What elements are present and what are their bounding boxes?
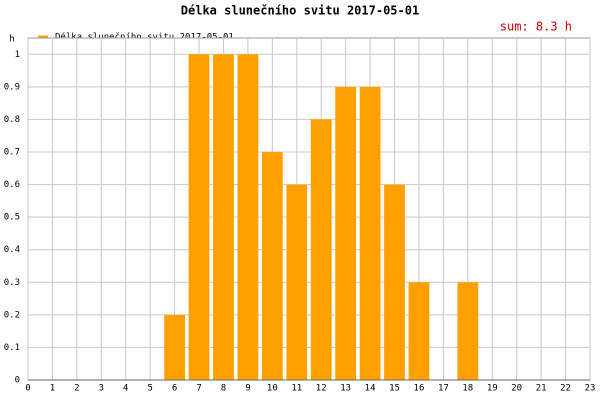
x-tick-label: 2	[74, 384, 79, 394]
bar	[310, 119, 332, 380]
legend-label: Délka slunečního svitu 2017-05-01	[55, 32, 234, 43]
y-tick-label: 0.3	[4, 278, 20, 288]
y-axis-label: h	[9, 35, 14, 45]
chart-title: Délka slunečního svitu 2017-05-01	[181, 4, 419, 18]
annotation: sum: 8.3 h	[500, 20, 572, 34]
bar	[164, 314, 185, 380]
x-tick-label: 14	[365, 384, 376, 394]
x-tick-label: 10	[267, 384, 278, 394]
bar	[213, 54, 234, 381]
x-tick-label: 17	[438, 384, 449, 394]
x-tick-label: 16	[414, 384, 425, 394]
x-tick-label: 21	[536, 384, 547, 394]
x-tick-label: 0	[25, 384, 30, 394]
x-tick-label: 19	[487, 384, 498, 394]
x-tick-label: 22	[560, 384, 571, 394]
bar	[335, 86, 357, 380]
y-tick-label: 1	[15, 50, 20, 60]
x-tick-label: 9	[245, 384, 250, 394]
y-tick-label: 0.1	[4, 343, 20, 353]
x-tick-label: 3	[99, 384, 104, 394]
bar	[408, 282, 430, 380]
x-tick-label: 15	[389, 384, 400, 394]
bar	[457, 282, 479, 380]
x-tick-label: 18	[462, 384, 473, 394]
y-tick-label: 0.2	[4, 310, 20, 320]
y-tick-label: 0	[15, 376, 20, 386]
plot-area	[27, 37, 591, 381]
y-tick-label: 0.4	[4, 245, 20, 255]
x-tick-label: 4	[123, 384, 128, 394]
x-tick-label: 8	[221, 384, 226, 394]
bar	[359, 86, 381, 380]
bar	[261, 152, 283, 380]
x-tick-label: 11	[291, 384, 302, 394]
bar	[384, 184, 405, 380]
y-tick-label: 0.8	[4, 115, 20, 125]
x-tick-label: 23	[585, 384, 596, 394]
x-tick-label: 7	[196, 384, 201, 394]
bar	[237, 54, 259, 381]
y-tick-label: 0.7	[4, 148, 20, 158]
bar	[188, 54, 210, 381]
x-tick-label: 13	[340, 384, 351, 394]
bar	[286, 184, 308, 380]
y-tick-label: 0.9	[4, 82, 20, 92]
x-tick-label: 6	[172, 384, 177, 394]
y-tick-label: 0.5	[4, 213, 20, 223]
x-tick-label: 12	[316, 384, 327, 394]
x-tick-label: 1	[50, 384, 55, 394]
x-tick-label: 5	[147, 384, 152, 394]
x-tick-label: 20	[511, 384, 522, 394]
y-tick-label: 0.6	[4, 180, 20, 190]
